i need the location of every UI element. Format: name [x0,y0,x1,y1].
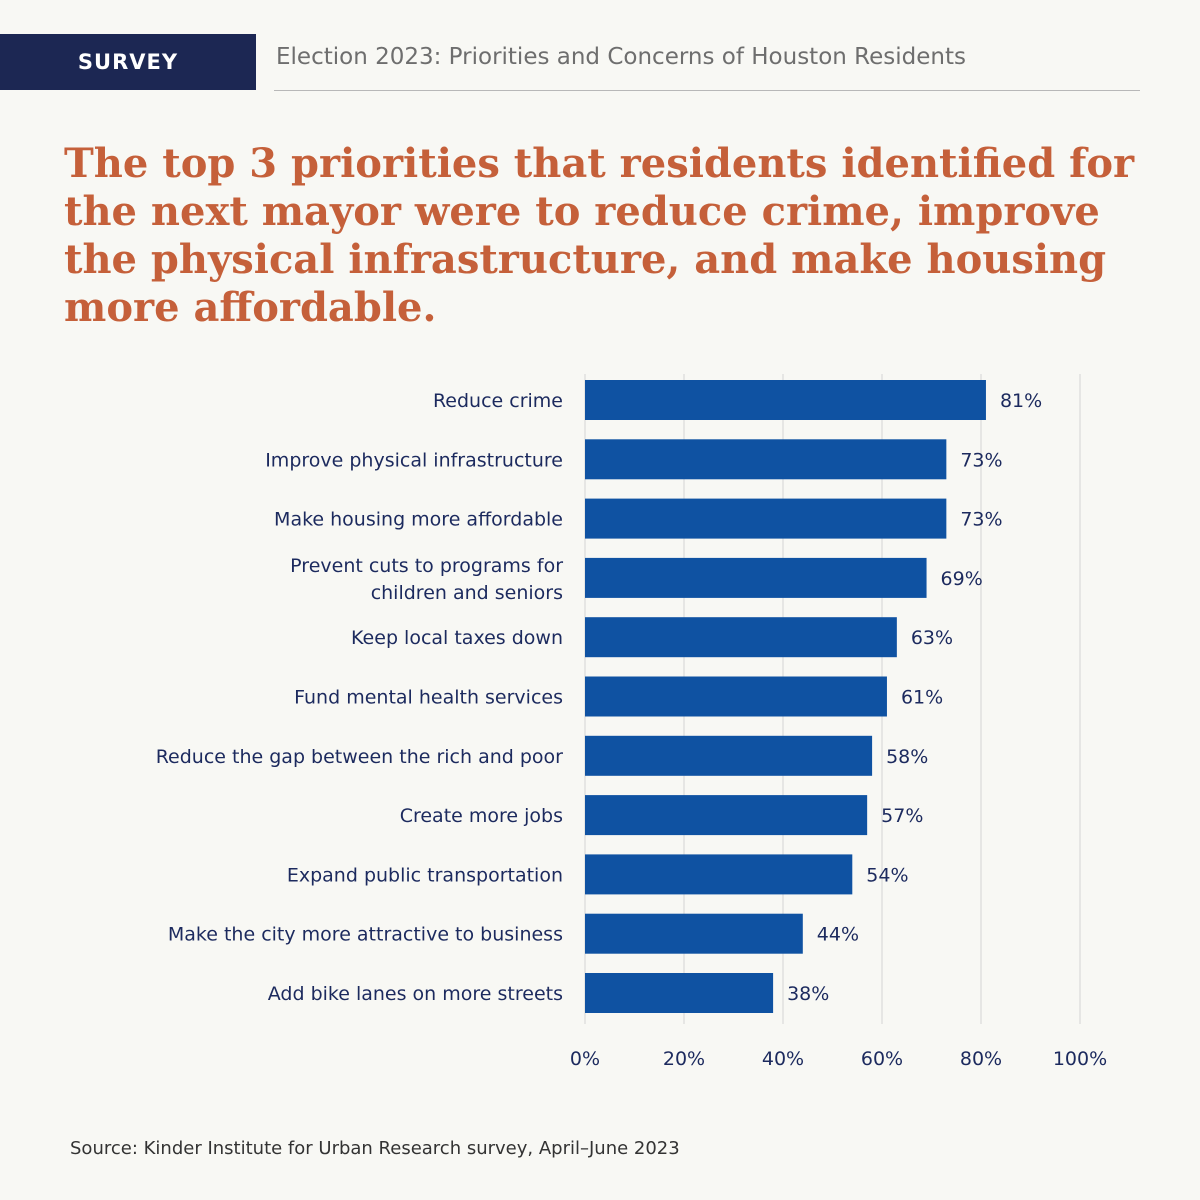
bar [585,973,774,1013]
x-tick-label: 80% [960,1048,1002,1070]
survey-tag: SURVEY [0,34,256,90]
category-label: Reduce the gap between the rich and poor [156,746,563,768]
bar [585,380,986,420]
value-label: 58% [886,746,928,768]
value-label: 54% [866,864,908,886]
value-label: 61% [901,687,943,709]
category-label: Fund mental health services [294,687,563,709]
bars [585,380,986,1013]
bar [585,498,947,539]
x-tick-label: 60% [861,1048,903,1070]
category-label: Add bike lanes on more streets [268,983,563,1005]
headline: The top 3 priorities that residents iden… [64,140,1135,331]
category-label: Prevent cuts to programs for children and… [290,555,563,604]
category-label: Improve physical infrastructure [265,449,563,471]
value-label: 73% [960,509,1002,531]
category-label: Keep local taxes down [351,627,563,649]
x-tick-label: 100% [1053,1048,1107,1070]
value-label: 81% [1000,390,1042,412]
category-labels: Reduce crime Improve physical infrastruct… [156,390,563,1005]
value-label: 38% [787,983,829,1005]
category-label: Reduce crime [433,390,563,412]
value-label: 73% [960,449,1002,471]
header-divider [274,90,1140,91]
bar [585,676,887,717]
x-tick-label: 0% [570,1048,600,1070]
value-label: 57% [881,805,923,827]
header-title: Election 2023: Priorities and Concerns o… [276,44,966,70]
category-label: Create more jobs [400,805,563,827]
category-label: Make the city more attractive to busines… [168,924,563,946]
category-label: Make housing more affordable [274,509,563,531]
bar [585,617,897,658]
bar [585,854,853,895]
bar [585,735,873,776]
x-tick-label: 40% [762,1048,804,1070]
value-labels: 81% 73% 73% 69% 63% 61% 58% 57% 54% 44% 38% [787,390,1042,1005]
bar [585,557,927,598]
value-label: 44% [817,924,859,946]
value-label: 69% [941,568,983,590]
category-label: Expand public transportation [287,864,563,886]
bar-chart: Reduce crime Improve physical infrastruct… [156,374,1107,1070]
value-label: 63% [911,627,953,649]
x-tick-label: 20% [663,1048,705,1070]
source-note: Source: Kinder Institute for Urban Resea… [70,1138,680,1159]
bar [585,913,803,954]
x-axis-ticks: 0% 20% 40% 60% 80% 100% [570,1048,1107,1070]
bar [585,795,868,836]
bar [585,439,947,480]
